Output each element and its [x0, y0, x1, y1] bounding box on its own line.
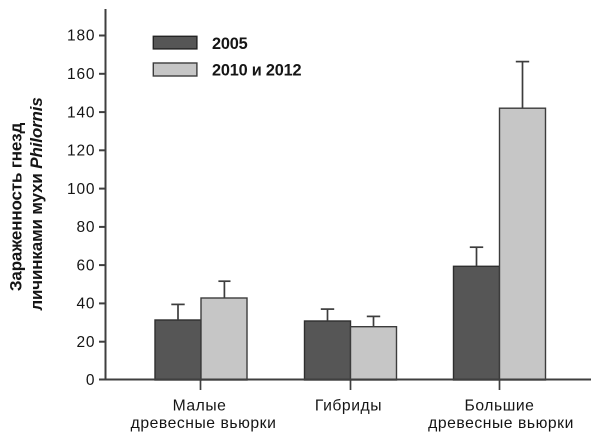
svg-text:140: 140	[67, 104, 95, 121]
svg-text:160: 160	[67, 66, 95, 83]
svg-text:180: 180	[67, 28, 95, 45]
svg-text:древесные вьюрки: древесные вьюрки	[428, 415, 574, 432]
svg-text:2005: 2005	[212, 35, 248, 53]
svg-text:60: 60	[76, 257, 95, 274]
svg-text:120: 120	[67, 143, 95, 160]
svg-text:80: 80	[76, 219, 95, 236]
svg-text:2010 и 2012: 2010 и 2012	[212, 62, 301, 80]
svg-text:20: 20	[76, 334, 95, 351]
svg-text:личинками мухи Philornis: личинками мухи Philornis	[27, 97, 46, 310]
svg-text:Большие: Большие	[465, 398, 535, 415]
svg-text:Гибриды: Гибриды	[315, 398, 382, 415]
svg-text:Зараженность гнезд: Зараженность гнезд	[7, 123, 26, 292]
svg-text:0: 0	[86, 372, 95, 389]
svg-text:100: 100	[67, 181, 95, 198]
svg-text:40: 40	[76, 296, 95, 313]
svg-text:Малые: Малые	[173, 398, 227, 415]
svg-text:древесные вьюрки: древесные вьюрки	[131, 415, 277, 432]
